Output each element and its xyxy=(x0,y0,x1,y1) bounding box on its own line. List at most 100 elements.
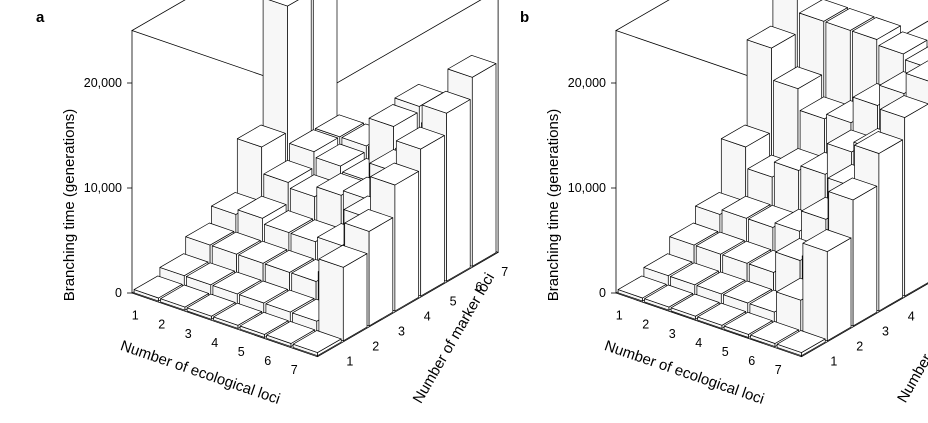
bar-side-face xyxy=(446,99,471,282)
y-tick-label: 4 xyxy=(908,310,915,324)
z-axis-title: Branching time (generations) xyxy=(61,109,78,302)
y-tick-label: 2 xyxy=(372,339,379,353)
y-tick-label: 3 xyxy=(882,324,889,338)
x-tick-label: 4 xyxy=(211,336,218,350)
x-tick-label: 4 xyxy=(695,336,702,350)
bar-side-face xyxy=(368,217,394,327)
x-tick-label: 5 xyxy=(238,345,245,359)
bar-top-face xyxy=(289,129,339,153)
bar-top-face xyxy=(696,271,746,295)
bar xyxy=(776,330,826,357)
bar-top-face xyxy=(268,0,299,7)
bar-top-face xyxy=(421,90,471,114)
bar xyxy=(318,244,368,342)
bar-top-face xyxy=(318,244,368,268)
bar-top-face xyxy=(370,162,419,186)
bar-top-face xyxy=(213,302,263,326)
x-tick-label: 6 xyxy=(748,354,755,368)
bar-side-face xyxy=(471,63,497,267)
bar xyxy=(292,330,342,357)
bar-top-face xyxy=(670,262,719,286)
bar-top-face xyxy=(266,321,316,344)
bar-top-face xyxy=(697,302,747,326)
bar-top-face xyxy=(879,95,928,118)
bar-top-face xyxy=(723,280,772,304)
panel-label: a xyxy=(36,9,45,26)
z-tick-label: 0 xyxy=(599,286,606,300)
y-tick-label: 5 xyxy=(450,295,457,309)
bar-top-face xyxy=(315,143,365,167)
bar-top-face xyxy=(344,209,394,232)
bar-top-face xyxy=(776,330,826,353)
y-tick-label: 4 xyxy=(424,310,431,324)
z-axis-title: Branching time (generations) xyxy=(545,109,562,302)
bar-top-face xyxy=(265,289,315,313)
bars xyxy=(133,0,497,357)
bar-top-face xyxy=(186,262,235,286)
bar-side-face xyxy=(852,185,878,327)
bar-top-face xyxy=(264,249,314,273)
z-tick-label: 20,000 xyxy=(568,76,606,90)
bar-top-face xyxy=(802,229,852,252)
bar-top-face xyxy=(669,222,719,246)
y-tick-label: 7 xyxy=(501,265,508,279)
bar-top-face xyxy=(263,159,313,183)
panel-label: b xyxy=(520,9,529,26)
x-tick-label: 7 xyxy=(291,363,298,377)
bar-side-face xyxy=(904,103,928,297)
frame-top xyxy=(615,0,928,95)
bar-side-face xyxy=(878,139,903,312)
y-tick-label: 3 xyxy=(398,324,405,338)
frame-top xyxy=(131,0,482,95)
x-tick-label: 6 xyxy=(264,354,271,368)
bar-top-face xyxy=(237,195,287,219)
panel-a-chart: 0 10,000 20,000 1 2 3 4 5 6 7 1 2 3 4 5 6 7 Branching tim… xyxy=(36,0,508,408)
x-tick-label: 1 xyxy=(616,309,623,323)
x-tick-label: 1 xyxy=(132,309,139,323)
bar-top-face xyxy=(239,280,288,304)
z-tick-label: 10,000 xyxy=(84,181,122,195)
x-tick-label: 3 xyxy=(185,327,192,341)
bar-top-face xyxy=(644,284,694,308)
x-tick-label: 3 xyxy=(669,327,676,341)
z-tick-label: 0 xyxy=(115,286,122,300)
z-tick-label: 20,000 xyxy=(84,76,122,90)
bar-top-face xyxy=(211,231,261,255)
x-tick-label: 5 xyxy=(722,345,729,359)
x-tick-label: 7 xyxy=(775,363,782,377)
bar-top-face xyxy=(643,253,693,277)
bar-top-face xyxy=(238,240,288,264)
bar-top-face xyxy=(239,311,289,335)
y-tick-label: 1 xyxy=(346,354,353,368)
bar-top-face xyxy=(160,284,210,308)
z-tick-label: 10,000 xyxy=(568,181,606,195)
z-axis: 0 10,000 20,000 xyxy=(84,76,132,300)
bar-top-face xyxy=(695,231,745,255)
bar-top-face xyxy=(905,60,928,82)
z-axis: 0 10,000 20,000 xyxy=(568,76,616,300)
x-axis: 1 2 3 4 5 6 7 xyxy=(616,309,782,378)
bar-top-face xyxy=(236,124,286,148)
bar-top-face xyxy=(750,321,800,344)
bar-front-face xyxy=(318,258,344,342)
bar-top-face xyxy=(212,271,262,295)
bar-top-face xyxy=(720,124,770,148)
bar-top-face xyxy=(447,54,497,78)
y-tick-label: 2 xyxy=(856,339,863,353)
bar-top-face xyxy=(368,104,418,127)
bar-top-face xyxy=(670,293,720,317)
bar-top-face xyxy=(746,25,796,49)
bar-side-face xyxy=(826,237,852,342)
bar-top-face xyxy=(723,311,773,335)
bar-top-face xyxy=(292,330,342,353)
bar-front-face xyxy=(802,242,828,342)
bar-top-face xyxy=(617,275,667,299)
bar-top-face xyxy=(159,253,209,277)
bar-top-face xyxy=(722,240,772,264)
bar-top-face xyxy=(315,114,364,138)
bar-side-face xyxy=(420,135,445,297)
bar-top-face xyxy=(878,31,928,55)
x-tick-label: 2 xyxy=(642,318,649,332)
y-tick-label: 1 xyxy=(830,354,837,368)
